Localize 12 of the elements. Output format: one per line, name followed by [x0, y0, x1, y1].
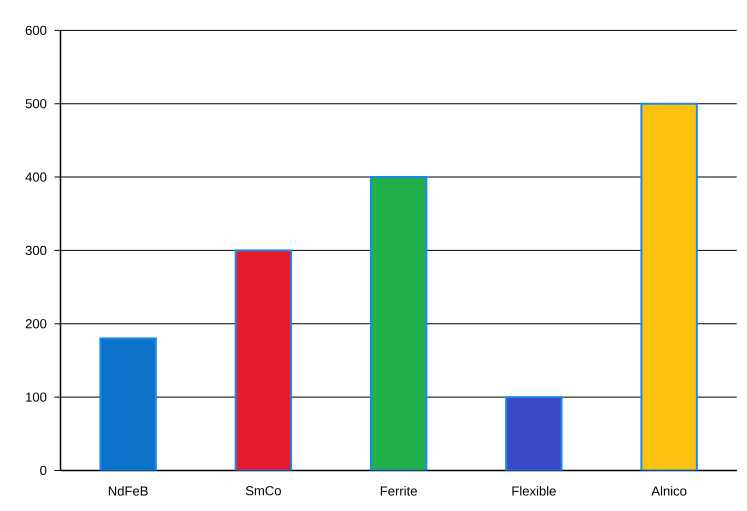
- x-tick-label: Flexible: [512, 486, 556, 496]
- x-tick-label: Ferrite: [380, 486, 417, 496]
- y-tick-label: 0: [40, 466, 46, 476]
- y-tick-label: 400: [25, 172, 46, 182]
- y-tick-label: 100: [26, 392, 46, 402]
- y-tick-label: 600: [26, 26, 46, 36]
- x-tick-label: SmCo: [246, 486, 281, 496]
- y-tick-label: 200: [26, 319, 46, 328]
- y-tick-label: 500: [26, 99, 46, 108]
- x-tick-label: NdFeB: [108, 486, 148, 496]
- y-tick-label: 300: [26, 246, 46, 256]
- x-tick-label: Alnico: [651, 486, 686, 496]
